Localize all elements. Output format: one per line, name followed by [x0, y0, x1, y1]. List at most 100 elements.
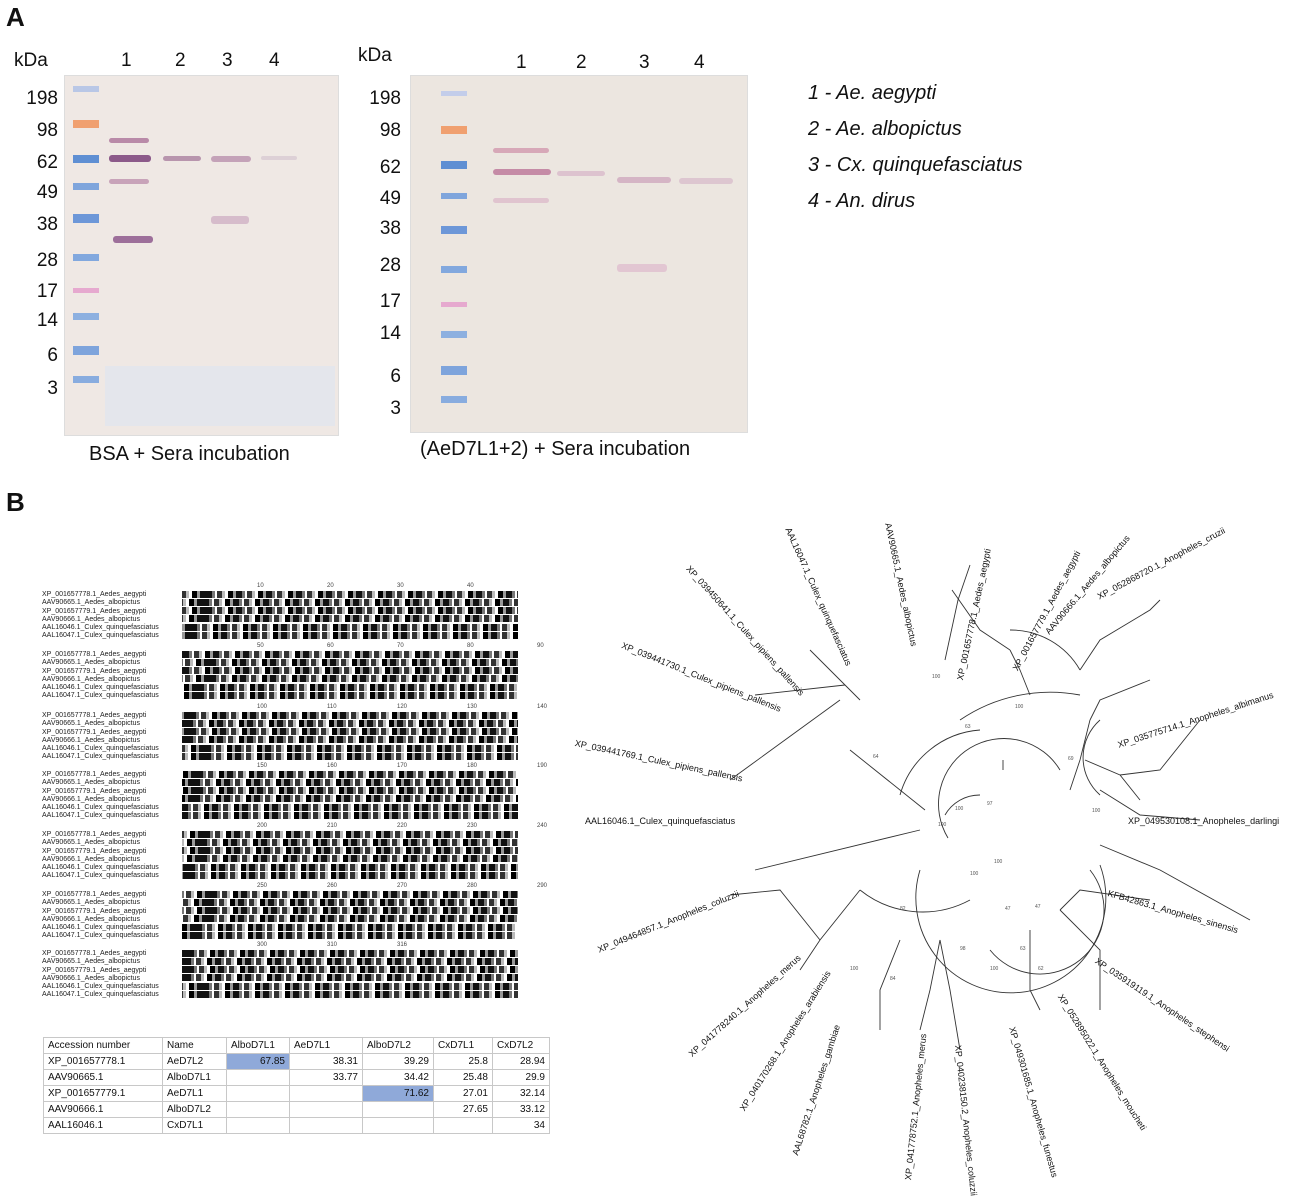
table-row: AAL16046.1 CxD7L1 34 [43, 1117, 550, 1134]
alignment-row: AAL16047.1_Culex_quinquefasciatus [42, 691, 518, 699]
alignment-row: XP_001657779.1_Aedes_aegypti [42, 728, 518, 736]
sequence-name: XP_001657778.1_Aedes_aegypti [42, 591, 147, 598]
sequence-residues [182, 811, 518, 819]
lane-label: 3 [222, 50, 233, 71]
sequence-residues [182, 770, 518, 778]
marker-label: 62 [36, 152, 58, 173]
alignment-row: XP_001657778.1_Aedes_aegypti [42, 590, 518, 598]
ruler-tick: 310 [327, 942, 338, 948]
sequence-residues [182, 966, 518, 974]
sequence-residues [182, 990, 518, 998]
ruler-tick: 180 [467, 763, 478, 769]
lane-label: 1 [121, 50, 132, 71]
ruler-tick: 210 [327, 823, 338, 829]
accession-cell: XP_001657778.1 [43, 1053, 163, 1070]
alignment-row: AAV90665.1_Aedes_albopictus [42, 778, 518, 786]
sequence-residues [182, 590, 518, 598]
marker-label: 198 [26, 88, 58, 109]
sequence-name: AAL16047.1_Culex_quinquefasciatus [42, 753, 159, 761]
identity-cell: 34.42 [362, 1069, 434, 1086]
tree-branches [729, 564, 1251, 1051]
identity-cell: 33.77 [289, 1069, 363, 1086]
lane-label: 4 [694, 52, 705, 73]
sequence-residues [182, 623, 518, 631]
bootstrap-value: 100 [850, 966, 859, 972]
alignment-row: AAL16047.1_Culex_quinquefasciatus [42, 990, 518, 998]
sequence-name: AAV90665.1_Aedes_albopictus [42, 659, 140, 667]
alignment-row: XP_001657778.1_Aedes_aegypti [42, 830, 518, 838]
sequence-residues [182, 795, 518, 803]
bootstrap-value: 62 [1038, 966, 1044, 972]
sequence-residues [182, 871, 518, 879]
table-header-cell: AlboD7L1 [226, 1037, 290, 1054]
identity-table: Accession number Name AlboD7L1 AeD7L1 AlboD7… [43, 1037, 550, 1134]
sequence-residues [182, 607, 518, 615]
ruler-tick: 30 [397, 583, 404, 589]
sequence-name: XP_001657779.1_Aedes_aegypti [42, 667, 147, 675]
table-row: XP_001657779.1 AeD7L1 71.62 27.01 32.14 [43, 1085, 550, 1102]
identity-cell: 32.14 [492, 1085, 550, 1102]
sequence-residues [182, 890, 518, 898]
marker-label: 38 [36, 214, 58, 235]
alignment-ruler: 150 160 170 180 190 [227, 762, 557, 770]
sequence-name: XP_001657778.1_Aedes_aegypti [42, 712, 147, 719]
sequence-name: XP_001657779.1_Aedes_aegypti [42, 966, 147, 974]
sequence-residues [182, 683, 518, 691]
alignment-row: AAV90666.1_Aedes_albopictus [42, 795, 518, 803]
alignment-block: 10 20 30 40 XP_001657778.1_Aedes_aegypti AAV9… [42, 582, 518, 640]
ruler-tick: 190 [537, 763, 548, 769]
identity-cell [289, 1101, 363, 1118]
sequence-name: XP_001657779.1_Aedes_aegypti [42, 607, 147, 615]
sequence-name: AAL16046.1_Culex_quinquefasciatus [42, 684, 159, 692]
alignment-row: AAL16046.1_Culex_quinquefasciatus [42, 863, 518, 871]
identity-cell [226, 1085, 290, 1102]
alignment-ruler: 100 110 120 130 140 [227, 703, 557, 711]
alignment-row: XP_001657779.1_Aedes_aegypti [42, 607, 518, 615]
identity-cell: 28.94 [492, 1053, 550, 1070]
bootstrap-value: 63 [1020, 946, 1026, 952]
sequence-name: AAV90666.1_Aedes_albopictus [42, 736, 140, 744]
sequence-residues [182, 691, 518, 699]
lane-label: 2 [175, 50, 186, 71]
sequence-name: AAL16047.1_Culex_quinquefasciatus [42, 991, 159, 999]
alignment-row: AAV90665.1_Aedes_albopictus [42, 838, 518, 846]
table-header-cell: CxD7L1 [433, 1037, 493, 1054]
sequence-name: XP_001657778.1_Aedes_aegypti [42, 831, 147, 838]
sequence-name: AAL16046.1_Culex_quinquefasciatus [42, 983, 159, 991]
name-cell: AeD7L1 [162, 1085, 227, 1102]
marker-label: 14 [36, 310, 58, 331]
sequence-residues [182, 667, 518, 675]
right-blot-membrane [410, 75, 748, 433]
marker-label: 49 [379, 188, 401, 209]
alignment-block: 50 60 70 80 90 XP_001657778.1_Aedes_aegypti AA… [42, 642, 544, 700]
table-header-cell: CxD7L2 [492, 1037, 550, 1054]
sequence-name: AAV90666.1_Aedes_albopictus [42, 974, 140, 982]
sequence-name: AAL16047.1_Culex_quinquefasciatus [42, 872, 159, 880]
sequence-residues [182, 658, 518, 666]
sequence-residues [182, 615, 518, 623]
alignment-row: AAV90666.1_Aedes_albopictus [42, 974, 518, 982]
ruler-tick: 200 [257, 823, 268, 829]
identity-cell: 33.12 [492, 1101, 550, 1118]
ruler-tick: 260 [327, 883, 338, 889]
sequence-name: AAL16046.1_Culex_quinquefasciatus [42, 745, 159, 753]
sequence-residues [182, 838, 518, 846]
alignment-row: AAL16047.1_Culex_quinquefasciatus [42, 811, 518, 819]
sequence-residues [182, 974, 518, 982]
marker-label: 6 [47, 345, 58, 366]
ruler-tick: 170 [397, 763, 408, 769]
alignment-row: AAV90666.1_Aedes_albopictus [42, 675, 518, 683]
alignment-row: AAL16046.1_Culex_quinquefasciatus [42, 982, 518, 990]
alignment-ruler: 10 20 30 40 [227, 582, 557, 590]
alignment-row: XP_001657779.1_Aedes_aegypti [42, 847, 518, 855]
bootstrap-value: 100 [938, 822, 947, 828]
marker-label: 6 [390, 366, 401, 387]
sequence-name: AAV90665.1_Aedes_albopictus [42, 958, 140, 966]
marker-label: 98 [36, 120, 58, 141]
sequence-residues [182, 803, 518, 811]
sequence-residues [182, 923, 518, 931]
sequence-name: AAL16047.1_Culex_quinquefasciatus [42, 932, 159, 940]
sequence-name: AAV90665.1_Aedes_albopictus [42, 720, 140, 728]
sequence-name: XP_001657779.1_Aedes_aegypti [42, 847, 147, 855]
identity-cell: 67.85 [226, 1053, 290, 1070]
